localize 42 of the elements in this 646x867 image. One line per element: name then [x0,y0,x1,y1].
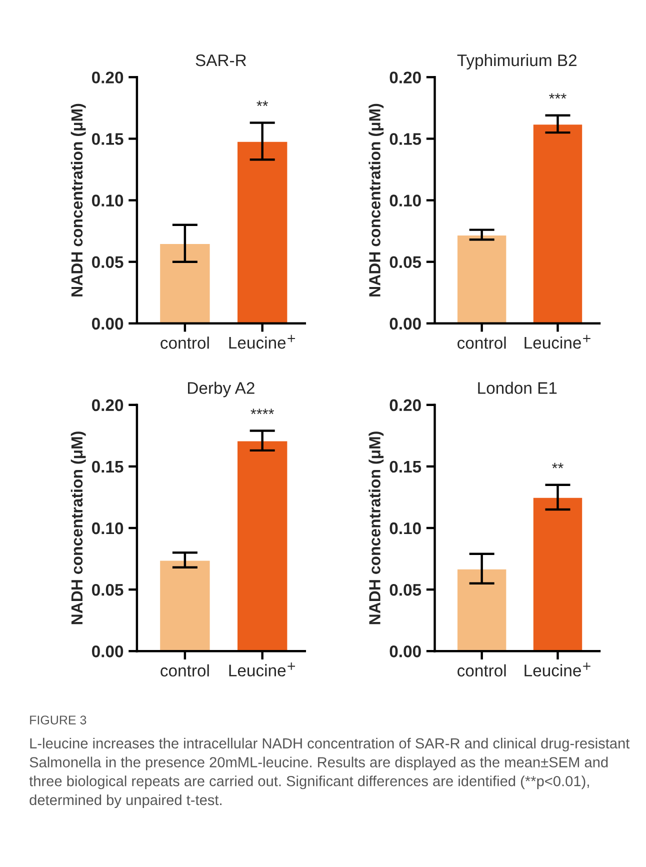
y-tick-label: 0.05 [390,584,422,596]
annotation: ** [552,462,564,468]
y-tick-label: 0.05 [390,256,422,268]
annotation: **** [250,408,274,414]
y-axis-title: NADH concentration (μM) [368,432,384,624]
y-tick-label: 0.20 [92,72,124,84]
x-tick-label: Leucine$^{+}$ [229,662,296,676]
x-tick-label: control [160,336,209,349]
annotation: *** [549,93,566,99]
y-tick-label: 0.05 [92,256,124,268]
y-tick-label: 0.10 [92,194,124,206]
y-tick-label: 0.00 [92,646,124,658]
chart-title: SAR-R [196,54,246,66]
x-tick-label: control [458,664,506,677]
y-tick-label: 0.10 [390,522,421,534]
y-tick-label: 0.00 [92,318,124,330]
x-tick-label: Leucine$^{+}$ [229,334,296,349]
chart-title: Typhimurium B2 [457,54,576,70]
x-tick-label: Leucine$^{+}$ [524,334,590,349]
caption: FIGURE 3 [30,716,86,724]
y-axis-title: NADH concentration (μM) [70,432,86,624]
y-tick-label: 0.05 [92,584,124,596]
y-tick-label: 0.20 [390,72,421,84]
chart-title: London E1 [478,382,557,394]
x-tick-label: control [458,336,506,349]
y-axis-title: NADH concentration (μM) [70,104,86,296]
y-tick-label: 0.20 [390,399,421,412]
y-tick-label: 0.15 [390,460,422,473]
y-tick-label: 0.15 [390,133,422,145]
y-tick-label: 0.00 [390,646,421,658]
y-tick-label: 0.20 [92,399,124,412]
y-tick-label: 0.15 [92,133,124,145]
x-tick-label: Leucine$^{+}$ [524,662,590,676]
annotation: ** [256,100,268,106]
y-tick-label: 0.10 [92,522,124,534]
x-tick-label: control [160,664,209,677]
text: L-leucine increases the intracellular NADH concentration of SAR-R and clinical drug-resistant Salmonella in the presence 20mML-leucine. Results are displayed as the mean±SEM and three biological repeats are carried out. Significant differences are identified (**p<0.01), determined by unpaired t-test. [29,738,630,808]
chart-title: Derby A2 [188,382,254,398]
y-tick-label: 0.10 [390,194,421,206]
y-tick-label: 0.00 [390,318,421,330]
y-tick-label: 0.15 [92,460,124,473]
y-axis-title: NADH concentration (μM) [368,104,384,296]
